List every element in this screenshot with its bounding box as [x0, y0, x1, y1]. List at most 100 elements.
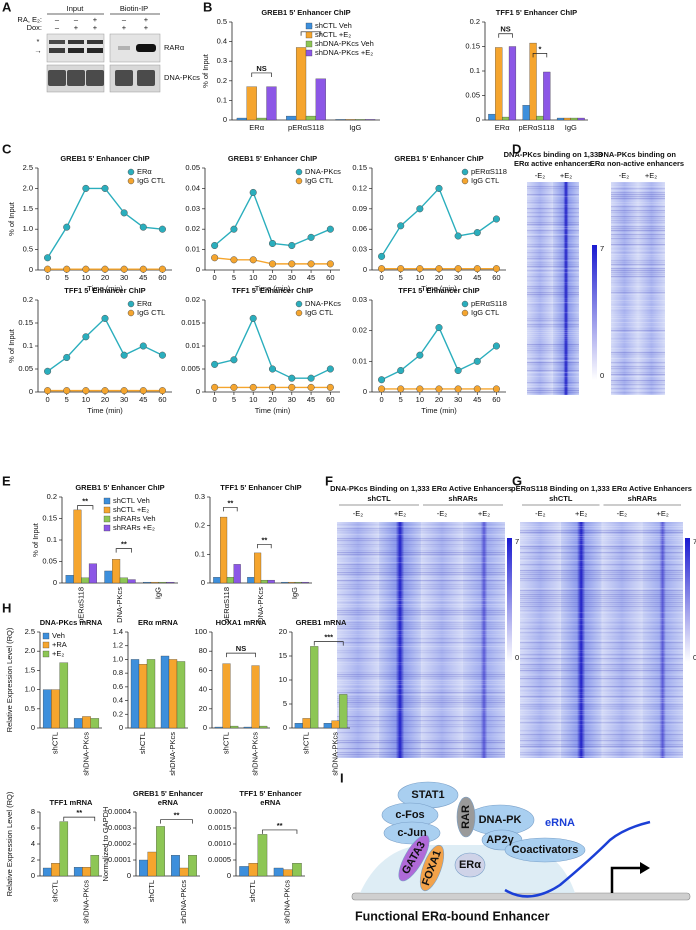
heatmap-title: pERαS118 Binding on 1,333 ERα Active Enh… — [511, 484, 692, 493]
blot-marker: → — [34, 46, 42, 55]
y-tick-label: 2.5 — [25, 627, 35, 636]
heatmap-stripe — [527, 288, 579, 290]
heatmap-stripe — [611, 248, 665, 249]
x-tick-label: 20 — [268, 395, 276, 404]
point — [307, 383, 315, 391]
heatmap-stripe — [611, 358, 665, 360]
heatmap-stripe — [337, 706, 505, 708]
bar — [257, 834, 268, 877]
heatmap-stripe — [337, 722, 505, 723]
heatmap-stripe — [611, 338, 665, 340]
heatmap-stripe — [520, 710, 683, 712]
heatmap-stripe — [611, 286, 665, 288]
point — [249, 314, 257, 322]
blot-band — [86, 70, 104, 86]
x-tick-label: IgG — [349, 123, 361, 132]
x-tick-label: DNA-PKcs — [115, 587, 124, 623]
bar — [222, 663, 231, 729]
heatmap-stripe — [520, 612, 683, 614]
heatmap-stripe — [337, 712, 505, 714]
heatmap-stripe — [337, 674, 505, 676]
heatmap-stripe — [337, 746, 505, 747]
heatmap-stripe — [337, 754, 505, 756]
heatmap-stripe — [527, 184, 579, 185]
panel-label: H — [2, 600, 11, 615]
blot-lane-mark: + — [93, 15, 98, 24]
x-tick-label: pERαS118 — [519, 123, 555, 132]
legend-swatch — [42, 641, 50, 649]
x-tick-label: 5 — [399, 273, 403, 282]
heatmap-stripe — [611, 256, 665, 258]
heatmap-stripe — [520, 676, 683, 678]
x-axis-label: Time (min) — [87, 284, 123, 293]
heatmap-stripe — [527, 200, 579, 202]
heatmap-stripe — [611, 194, 665, 196]
heatmap-stripe — [520, 552, 683, 554]
point — [378, 252, 386, 260]
blot-lane-mark: – — [55, 23, 60, 32]
heatmap-stripe — [337, 612, 505, 614]
heatmap-stripe — [611, 224, 665, 226]
chart-title: GREB1 5' Enhancer ChIP — [394, 154, 483, 163]
bar — [266, 86, 277, 121]
heatmap-stripe — [337, 728, 505, 729]
bar — [179, 867, 189, 877]
legend-label: ERα — [137, 167, 152, 176]
point — [120, 265, 128, 273]
y-tick-label: 5 — [283, 699, 287, 708]
y-tick-label: 0 — [119, 723, 123, 732]
heatmap-stripe — [527, 248, 579, 250]
x-tick-label: shCTL — [50, 732, 59, 754]
bar — [146, 659, 156, 729]
y-tick-label: 0.2 — [23, 295, 33, 304]
y-tick-label: 0.2 — [217, 76, 227, 85]
heatmap-stripe — [611, 292, 665, 294]
heatmap-stripe — [337, 582, 505, 583]
heatmap-stripe — [611, 186, 665, 188]
point — [492, 342, 500, 350]
heatmap-stripe — [527, 196, 579, 198]
heatmap-stripe — [611, 244, 665, 246]
y-tick-label: 0.8 — [113, 668, 123, 677]
heatmap-stripe — [527, 312, 579, 314]
heatmap-stripe — [611, 282, 665, 284]
heatmap-column-label: +E₂ — [575, 509, 587, 518]
bar — [143, 581, 152, 584]
heatmap-stripe — [337, 716, 505, 718]
x-tick-label: IgG — [565, 123, 577, 132]
heatmap-stripe — [611, 276, 665, 278]
heatmap-stripe — [520, 650, 683, 652]
blot-lane-mark: + — [93, 23, 98, 32]
y-tick-label: 20 — [199, 704, 207, 713]
heatmap-stripe — [527, 190, 579, 191]
x-tick-label: shCTL — [248, 880, 257, 902]
heatmap-stripe — [337, 714, 505, 715]
heatmap-stripe — [611, 390, 665, 392]
bar — [214, 726, 223, 729]
x-tick-label: 30 — [288, 273, 296, 282]
heatmap-stripe — [611, 238, 665, 240]
heatmap-stripe — [520, 696, 683, 698]
heatmap-stripe — [527, 392, 579, 394]
heatmap-stripe — [527, 310, 579, 311]
heatmap-stripe — [337, 568, 505, 570]
heatmap-stripe — [520, 654, 683, 656]
bar — [251, 665, 260, 729]
y-tick-label: 0.03 — [352, 295, 367, 304]
heatmap-stripe — [337, 644, 505, 646]
significance-label: ** — [227, 498, 233, 507]
heatmap-stripe — [611, 262, 665, 264]
y-tick-label: 0 — [283, 723, 287, 732]
point — [268, 365, 277, 373]
heatmap-stripe — [527, 364, 579, 366]
heatmap-stripe — [611, 366, 665, 368]
heatmap-stripe — [611, 364, 665, 366]
heatmap-stripe — [527, 264, 579, 266]
heatmap-stripe — [527, 352, 579, 354]
point — [101, 314, 109, 322]
point — [288, 383, 296, 391]
heatmap-stripe — [527, 238, 579, 240]
legend-label: pERαS118 — [471, 299, 507, 308]
point — [416, 385, 424, 393]
color-scale — [685, 538, 690, 662]
